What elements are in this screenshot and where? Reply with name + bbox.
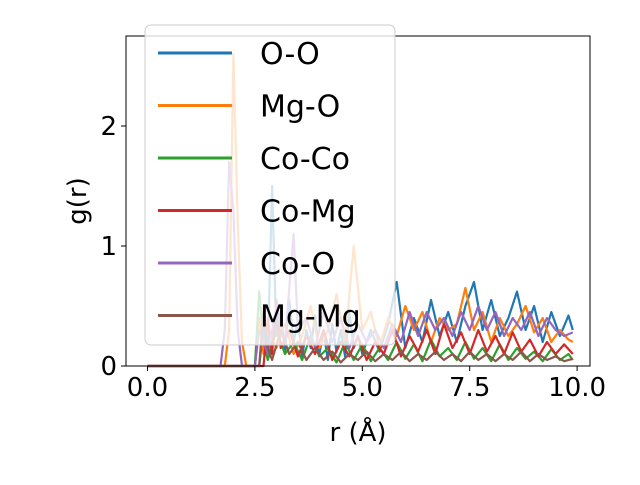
x-axis-label: r (Å) bbox=[329, 416, 386, 448]
legend: O-O Mg-O Co-Co Co-Mg Co-O Mg-Mg bbox=[144, 24, 396, 346]
legend-label: Co-Mg bbox=[260, 195, 356, 230]
y-tick-label: 2 bbox=[100, 112, 117, 142]
legend-label: Mg-Mg bbox=[260, 300, 361, 335]
x-tick-label: 5.0 bbox=[342, 373, 383, 403]
y-axis: 0 1 2 bbox=[100, 112, 126, 382]
x-tick-label: 0.0 bbox=[127, 373, 168, 403]
y-tick-label: 0 bbox=[100, 352, 117, 382]
legend-box bbox=[144, 24, 396, 346]
legend-label: Co-Co bbox=[260, 142, 350, 177]
x-axis: 0.0 2.5 5.0 7.5 10.0 bbox=[127, 366, 606, 403]
legend-label: Mg-O bbox=[260, 90, 340, 125]
x-tick-label: 7.5 bbox=[449, 373, 490, 403]
x-tick-label: 2.5 bbox=[234, 373, 275, 403]
series-line-5 bbox=[147, 310, 574, 368]
y-tick-label: 1 bbox=[100, 232, 117, 262]
legend-label: O-O bbox=[260, 37, 320, 72]
y-axis-label: g(r) bbox=[63, 177, 93, 224]
legend-label: Co-O bbox=[260, 247, 335, 282]
x-tick-label: 10.0 bbox=[548, 373, 606, 403]
